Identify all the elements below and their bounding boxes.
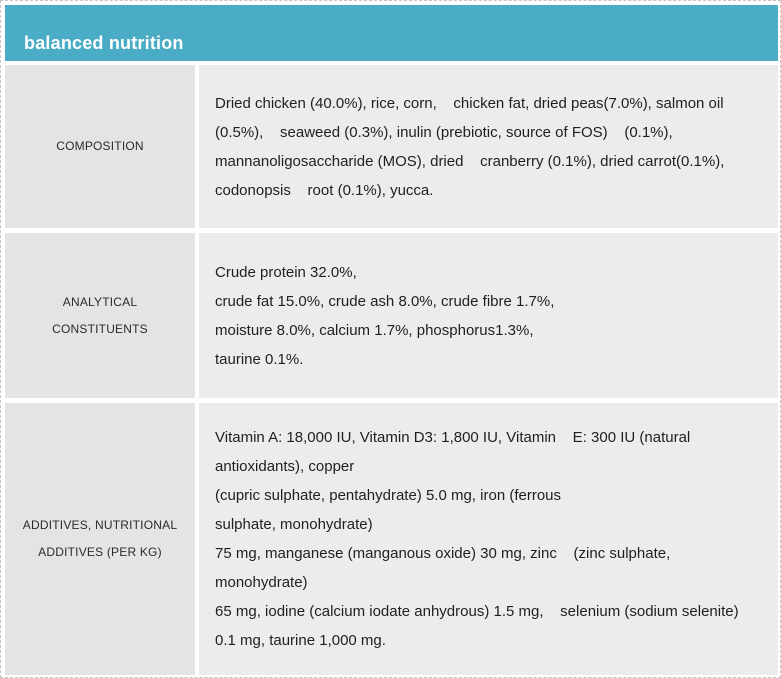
row-label-cell: ADDITIVES, NUTRITIONAL ADDITIVES (PER KG…	[5, 403, 195, 675]
table-header-bar: balanced nutrition	[5, 5, 778, 61]
row-label-composition: COMPOSITION	[56, 139, 144, 153]
column-divider	[195, 65, 199, 228]
table-title: balanced nutrition	[24, 33, 184, 53]
row-content-additives: Vitamin A: 18,000 IU, Vitamin D3: 1,800 …	[215, 429, 739, 649]
row-content-cell: Dried chicken (40.0%), rice, corn, chick…	[199, 65, 778, 228]
table-row-composition: COMPOSITION Dried chicken (40.0%), rice,…	[5, 65, 778, 228]
row-divider	[5, 398, 778, 403]
row-label-analytical-constituents: ANALYTICAL CONSTITUENTS	[52, 294, 148, 336]
table-row-additives: ADDITIVES, NUTRITIONAL ADDITIVES (PER KG…	[5, 403, 778, 675]
row-label-additives: ADDITIVES, NUTRITIONAL ADDITIVES (PER KG…	[22, 518, 178, 559]
row-content-analytical-constituents: Crude protein 32.0%, crude fat 15.0%, cr…	[215, 263, 555, 368]
row-content-cell: Vitamin A: 18,000 IU, Vitamin D3: 1,800 …	[199, 403, 778, 675]
table-row-analytical-constituents: ANALYTICAL CONSTITUENTS Crude protein 32…	[5, 233, 778, 398]
row-content-composition: Dried chicken (40.0%), rice, corn, chick…	[215, 94, 729, 199]
row-label-cell: COMPOSITION	[5, 65, 195, 228]
row-content-cell: Crude protein 32.0%, crude fat 15.0%, cr…	[199, 233, 778, 398]
row-label-cell: ANALYTICAL CONSTITUENTS	[5, 233, 195, 398]
row-divider	[5, 61, 778, 65]
column-divider	[195, 233, 199, 398]
row-divider	[5, 228, 778, 233]
column-divider	[195, 403, 199, 675]
nutrition-table: balanced nutrition COMPOSITION Dried chi…	[5, 5, 778, 675]
